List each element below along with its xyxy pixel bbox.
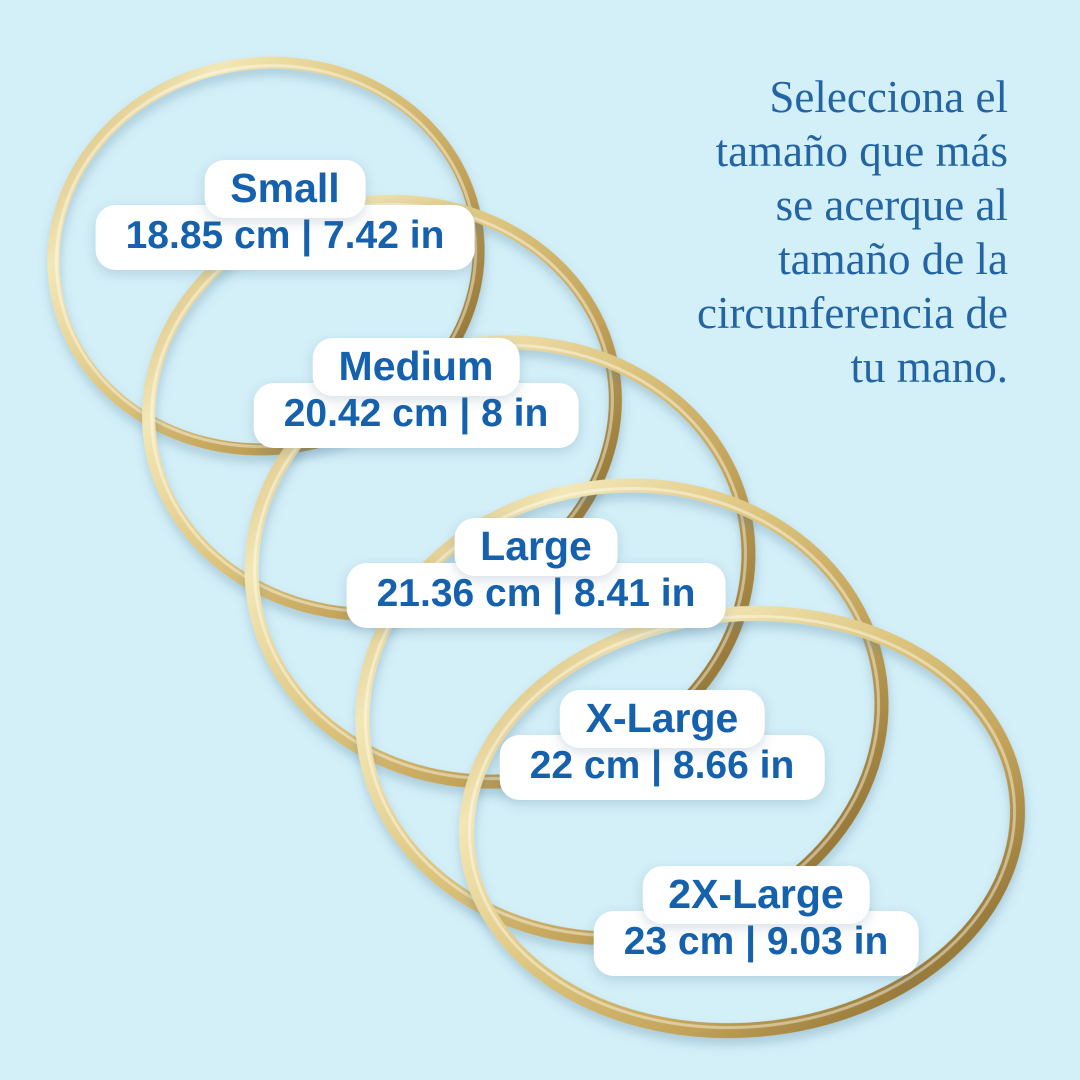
instruction-line: Selecciona el [769, 72, 1008, 122]
size-measurement-pill: 23 cm | 9.03 in [593, 911, 919, 976]
size-measurement-pill: 20.42 cm | 8 in [253, 383, 579, 448]
bangle-ring-2x-large [458, 605, 1026, 1039]
instruction-line: tamaño de la [778, 234, 1008, 284]
size-instructions-text: Selecciona el tamaño que más se acerque … [588, 70, 1008, 394]
size-label-x-large: X-Large 22 cm | 8.66 in [499, 690, 825, 800]
instruction-line: tu mano. [850, 342, 1008, 392]
size-label-large: Large 21.36 cm | 8.41 in [346, 518, 726, 628]
instruction-line: circunferencia de [696, 288, 1008, 338]
instruction-line: se acerque al [775, 180, 1008, 230]
instruction-line: tamaño que más [715, 126, 1008, 176]
size-name-pill: 2X-Large [642, 866, 870, 925]
size-name-pill: Large [454, 518, 618, 577]
size-label-2x-large: 2X-Large 23 cm | 9.03 in [593, 866, 919, 976]
size-name-pill: Small [204, 160, 366, 219]
size-name-pill: Medium [312, 338, 520, 397]
size-name-pill: X-Large [559, 690, 765, 749]
size-label-medium: Medium 20.42 cm | 8 in [253, 338, 579, 448]
size-label-small: Small 18.85 cm | 7.42 in [95, 160, 475, 270]
